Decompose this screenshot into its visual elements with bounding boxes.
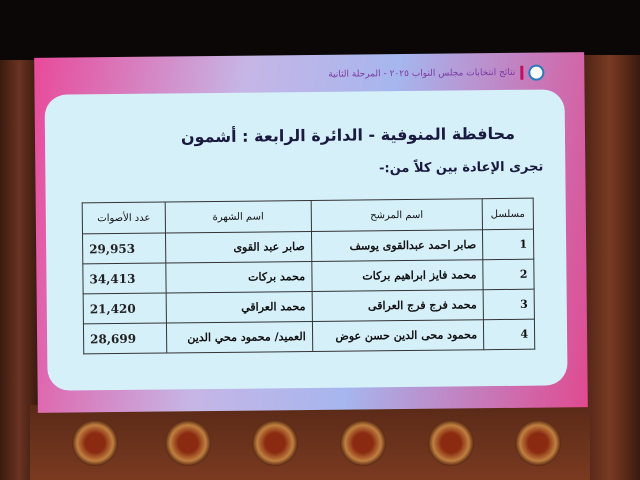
slide-header: نتائج انتخابات مجلس النواب ٢٠٢٥ - المرحل… bbox=[328, 64, 545, 83]
col-header: اسم الشهرة bbox=[165, 200, 312, 234]
table-cell: 4 bbox=[483, 319, 535, 350]
podium bbox=[30, 405, 590, 480]
table-cell: محمد العراقي bbox=[166, 291, 313, 324]
emblem-icon bbox=[515, 420, 561, 466]
table-row: 2 محمد فايز ابراهيم بركات محمد بركات 34,413 bbox=[82, 259, 535, 294]
table-cell: محمد بركات bbox=[165, 261, 312, 294]
table-cell: 29,953 bbox=[82, 233, 166, 264]
col-header: اسم المرشح bbox=[310, 198, 483, 232]
table-cell: محمد فايز ابراهيم بركات bbox=[311, 259, 484, 292]
table-cell: 2 bbox=[482, 259, 535, 290]
content-panel: محافظة المنوفية - الدائرة الرابعة : أشمو… bbox=[44, 89, 568, 391]
header-text: نتائج انتخابات مجلس النواب ٢٠٢٥ - المرحل… bbox=[328, 67, 516, 80]
emblem-icon bbox=[340, 420, 386, 466]
table-row: 3 محمد فرج فرج العراقى محمد العراقي 21,420 bbox=[83, 289, 535, 324]
table-cell: 1 bbox=[482, 229, 534, 260]
table-cell: صابر احمد عبدالقوى يوسف bbox=[311, 229, 483, 262]
emblem-icon bbox=[165, 420, 211, 466]
table-header: مسلسل اسم المرشح اسم الشهرة عدد الأصوات bbox=[82, 198, 534, 234]
table-cell: 34,413 bbox=[82, 263, 167, 294]
slide-subtitle: تجرى الإعادة بين كلاً من:- bbox=[378, 159, 544, 177]
divider bbox=[520, 65, 524, 80]
emblem-icon bbox=[428, 420, 474, 466]
col-header: مسلسل bbox=[482, 198, 534, 230]
projected-slide: نتائج انتخابات مجلس النواب ٢٠٢٥ - المرحل… bbox=[34, 52, 588, 413]
table-cell: محمود محى الدين حسن عوض bbox=[312, 319, 484, 352]
table-cell: صابر عبد القوى bbox=[165, 231, 312, 264]
emblem-icon bbox=[252, 420, 298, 466]
table-cell: 28,699 bbox=[83, 323, 167, 354]
table-row: 1 صابر احمد عبدالقوى يوسف صابر عبد القوى 29… bbox=[82, 229, 534, 264]
table-cell: 3 bbox=[483, 289, 535, 320]
emblem-icon bbox=[72, 420, 118, 466]
table-cell: محمد فرج فرج العراقى bbox=[311, 289, 484, 322]
table-row: 4 محمود محى الدين حسن عوض العميد/ محمود مح… bbox=[83, 319, 535, 354]
table-cell: 21,420 bbox=[83, 293, 167, 324]
table-cell: العميد/ محمود محي الدين bbox=[166, 321, 313, 354]
results-table: مسلسل اسم المرشح اسم الشهرة عدد الأصوات … bbox=[82, 198, 536, 355]
logo-icon bbox=[528, 64, 545, 81]
slide-title: محافظة المنوفية - الدائرة الرابعة : أشمو… bbox=[180, 123, 516, 147]
col-header: عدد الأصوات bbox=[82, 202, 166, 234]
wood-wall-right bbox=[580, 55, 640, 480]
